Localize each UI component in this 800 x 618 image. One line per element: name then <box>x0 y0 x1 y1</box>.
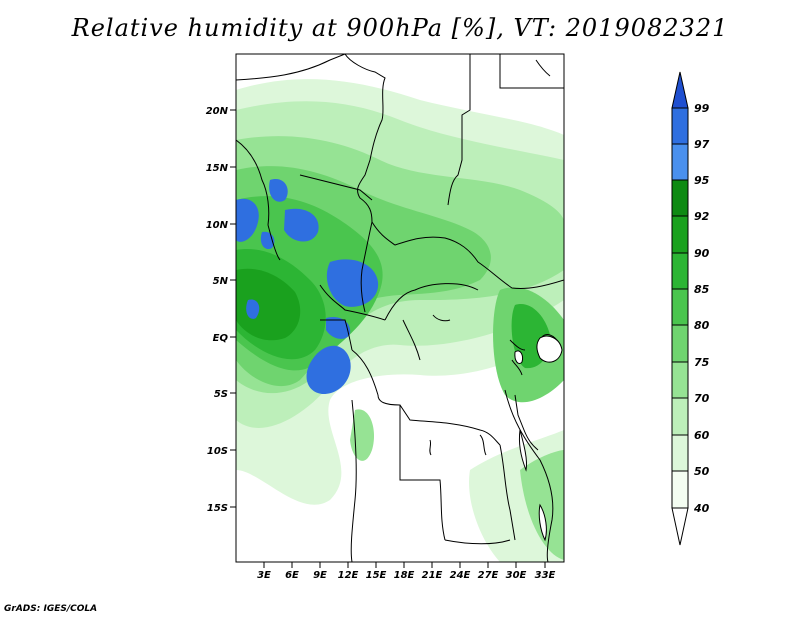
colorbar-bin-95-97 <box>671 143 689 181</box>
country-borders <box>236 54 564 562</box>
lon-tick-15e: 15E <box>366 562 387 581</box>
svg-text:10N: 10N <box>206 220 229 231</box>
lon-tick-9e: 9E <box>313 562 327 581</box>
lon-tick-30e: 30E <box>506 562 527 581</box>
lat-tick-10s: 10S <box>207 446 236 457</box>
colorbar-bin-60-70 <box>671 397 689 436</box>
svg-text:10S: 10S <box>207 446 228 457</box>
svg-text:5S: 5S <box>214 389 228 400</box>
svg-text:EQ: EQ <box>213 333 229 344</box>
colorbar-label-70: 70 <box>694 392 710 405</box>
svg-text:15E: 15E <box>366 570 387 581</box>
svg-text:30E: 30E <box>506 570 527 581</box>
colorbar-labels: 99 97 95 92 90 85 80 75 70 60 50 40 <box>693 102 710 515</box>
svg-text:6E: 6E <box>285 570 299 581</box>
lon-tick-6e: 6E <box>285 562 299 581</box>
colorbar-label-92: 92 <box>694 210 710 223</box>
map-frame <box>235 53 565 563</box>
colorbar-label-50: 50 <box>694 465 710 478</box>
colorbar-label-40: 40 <box>693 502 710 515</box>
lat-tick-5n: 5N <box>213 276 236 287</box>
lat-tick-15s: 15S <box>207 503 236 514</box>
lon-tick-12e: 12E <box>338 562 359 581</box>
svg-text:24E: 24E <box>450 570 471 581</box>
longitude-axis: 3E 6E 9E 12E 15E 18E 21E 24E 27E 30E 33E <box>257 562 556 581</box>
svg-text:9E: 9E <box>313 570 327 581</box>
colorbar-bin-70-75 <box>671 361 689 399</box>
colorbar-label-85: 85 <box>694 283 710 296</box>
lon-tick-24e: 24E <box>450 562 471 581</box>
colorbar-bin-97-99 <box>671 107 689 145</box>
lat-tick-15n: 15N <box>206 163 236 174</box>
latitude-axis: 20N 15N 10N 5N EQ 5S 10S 15S <box>206 106 236 514</box>
colorbar-label-95: 95 <box>694 174 710 187</box>
map-title: Relative humidity at 900hPa [%], VT: 201… <box>71 14 729 42</box>
svg-text:15N: 15N <box>206 163 229 174</box>
svg-text:3E: 3E <box>257 570 271 581</box>
lon-tick-21e: 21E <box>422 562 443 581</box>
lon-tick-27e: 27E <box>478 562 499 581</box>
colorbar-label-80: 80 <box>694 319 710 332</box>
lat-tick-20n: 20N <box>206 106 236 117</box>
colorbar-label-90: 90 <box>694 247 710 260</box>
svg-text:18E: 18E <box>394 570 415 581</box>
colorbar-bin-40-50 <box>671 470 689 509</box>
svg-text:12E: 12E <box>338 570 359 581</box>
lat-tick-5s: 5S <box>214 389 236 400</box>
colorbar-bin-75-80 <box>671 324 689 363</box>
svg-text:15S: 15S <box>207 503 228 514</box>
colorbar-bin-80-85 <box>671 288 689 326</box>
colorbar-bin-92-95 <box>671 179 689 217</box>
svg-text:21E: 21E <box>422 570 443 581</box>
colorbar-label-75: 75 <box>694 356 710 369</box>
colorbar-label-97: 97 <box>694 138 710 151</box>
colorbar-label-99: 99 <box>694 102 710 115</box>
colorbar-label-60: 60 <box>694 429 710 442</box>
svg-text:5N: 5N <box>213 276 229 287</box>
lon-tick-33e: 33E <box>535 562 556 581</box>
humidity-field <box>236 54 564 562</box>
lon-tick-3e: 3E <box>257 562 271 581</box>
svg-text:33E: 33E <box>535 570 556 581</box>
colorbar-bin-85-90 <box>671 252 689 290</box>
svg-text:20N: 20N <box>206 106 229 117</box>
lat-tick-10n: 10N <box>206 220 236 231</box>
colorbar-bin-50-60 <box>671 434 689 472</box>
colorbar <box>671 71 689 546</box>
colorbar-bottom-arrow <box>671 507 689 546</box>
lakes <box>514 335 563 542</box>
colorbar-top-arrow <box>671 71 689 109</box>
lon-tick-18e: 18E <box>394 562 415 581</box>
colorbar-bin-90-92 <box>671 215 689 254</box>
lat-tick-eq: EQ <box>213 333 236 344</box>
svg-text:27E: 27E <box>478 570 499 581</box>
credit-text: GrADS: IGES/COLA <box>4 604 98 614</box>
